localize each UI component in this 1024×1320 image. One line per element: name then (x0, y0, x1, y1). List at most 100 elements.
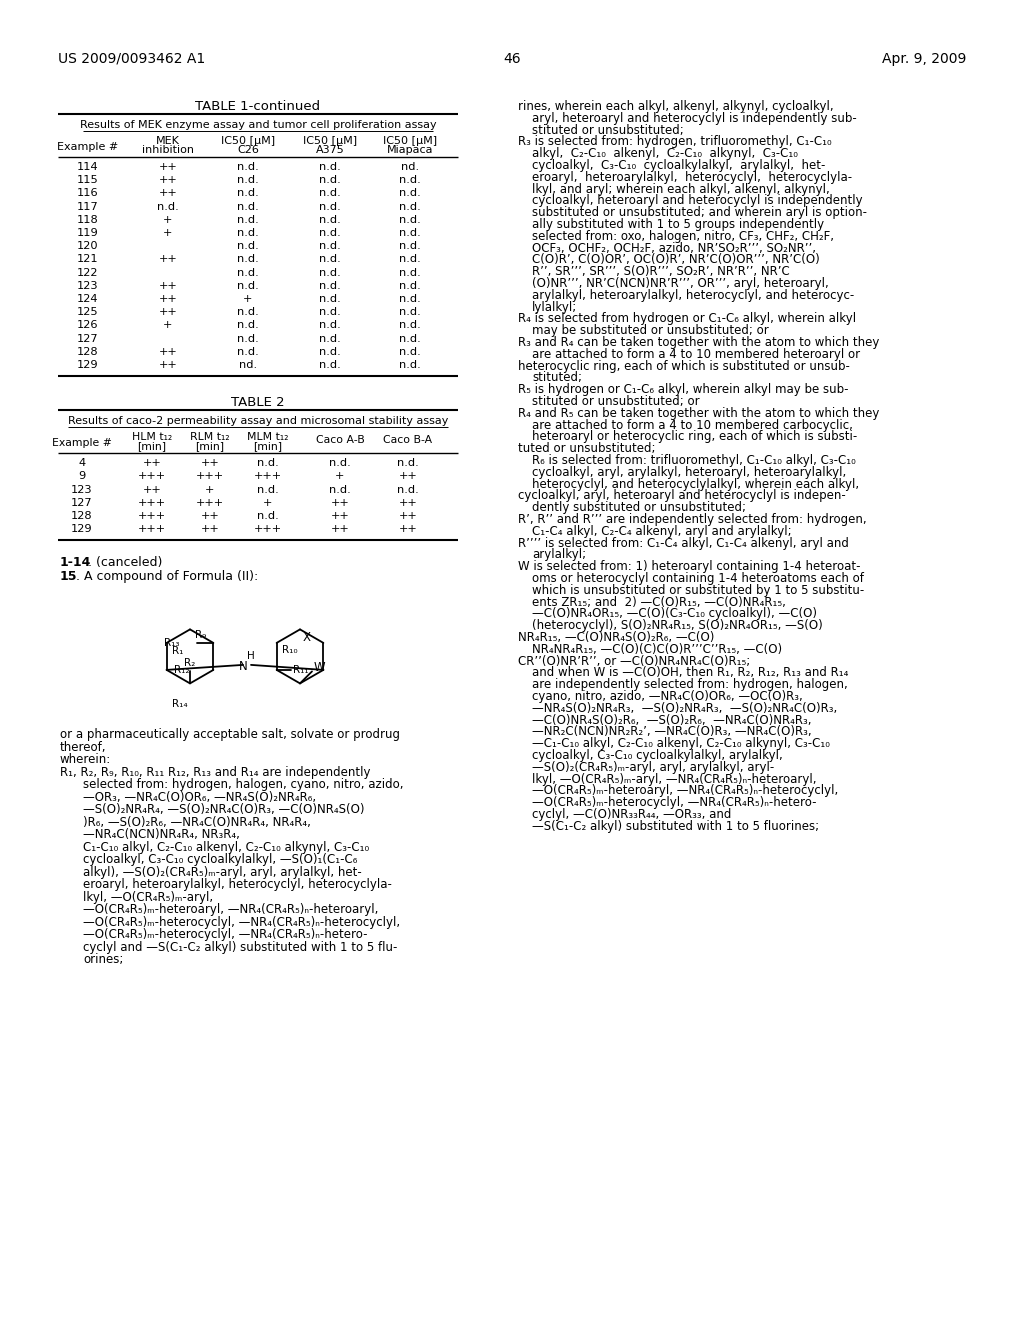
Text: lkyl, —O(CR₄R₅)ₘ-aryl,: lkyl, —O(CR₄R₅)ₘ-aryl, (83, 891, 213, 904)
Text: . (canceled): . (canceled) (88, 557, 163, 569)
Text: —C(O)NR₄OR₁₅, —C(O)(C₃-C₁₀ cycloalkyl), —C(O): —C(O)NR₄OR₁₅, —C(O)(C₃-C₁₀ cycloalkyl), … (532, 607, 817, 620)
Text: n.d.: n.d. (238, 334, 259, 343)
Text: n.d.: n.d. (319, 162, 341, 172)
Text: n.d.: n.d. (238, 189, 259, 198)
Text: ++: ++ (159, 255, 177, 264)
Text: dently substituted or unsubstituted;: dently substituted or unsubstituted; (532, 502, 746, 515)
Text: n.d.: n.d. (238, 228, 259, 238)
Text: n.d.: n.d. (157, 202, 179, 211)
Text: Miapaca: Miapaca (387, 145, 433, 154)
Text: n.d.: n.d. (399, 189, 421, 198)
Text: +++: +++ (196, 498, 224, 508)
Text: —S(O)₂NR₄R₄, —S(O)₂NR₄C(O)R₃, —C(O)NR₄S(O): —S(O)₂NR₄R₄, —S(O)₂NR₄C(O)R₃, —C(O)NR₄S(… (83, 804, 365, 816)
Text: MEK: MEK (156, 136, 180, 147)
Text: —O(CR₄R₅)ₘ-heterocyclyl, —NR₄(CR₄R₅)ₙ-heterocyclyl,: —O(CR₄R₅)ₘ-heterocyclyl, —NR₄(CR₄R₅)ₙ-he… (83, 916, 400, 929)
Text: n.d.: n.d. (329, 484, 351, 495)
Text: cycloalkyl, C₃-C₁₀ cycloalkylalkyl, arylalkyl,: cycloalkyl, C₃-C₁₀ cycloalkylalkyl, aryl… (532, 748, 782, 762)
Text: +: + (163, 215, 173, 224)
Text: n.d.: n.d. (399, 228, 421, 238)
Text: R₅ is hydrogen or C₁-C₆ alkyl, wherein alkyl may be sub-: R₅ is hydrogen or C₁-C₆ alkyl, wherein a… (518, 383, 849, 396)
Text: Example #: Example # (52, 438, 112, 449)
Text: n.d.: n.d. (238, 321, 259, 330)
Text: n.d.: n.d. (257, 511, 279, 521)
Text: n.d.: n.d. (397, 484, 419, 495)
Text: . A compound of Formula (II):: . A compound of Formula (II): (76, 570, 258, 583)
Text: X: X (303, 631, 311, 644)
Text: lkyl, and aryl; wherein each alkyl, alkenyl, alkynyl,: lkyl, and aryl; wherein each alkyl, alke… (532, 182, 829, 195)
Text: —C(O)NR₄S(O)₂R₆,  —S(O)₂R₆,  —NR₄C(O)NR₄R₃,: —C(O)NR₄S(O)₂R₆, —S(O)₂R₆, —NR₄C(O)NR₄R₃… (532, 714, 811, 726)
Text: R₁₀: R₁₀ (282, 645, 297, 655)
Text: n.d.: n.d. (319, 360, 341, 370)
Text: n.d.: n.d. (238, 176, 259, 185)
Text: 129: 129 (72, 524, 93, 535)
Text: n.d.: n.d. (319, 334, 341, 343)
Text: C₁-C₁₀ alkyl, C₂-C₁₀ alkenyl, C₂-C₁₀ alkynyl, C₃-C₁₀: C₁-C₁₀ alkyl, C₂-C₁₀ alkenyl, C₂-C₁₀ alk… (83, 841, 369, 854)
Text: —S(O)₂(CR₄R₅)ₘ-aryl, aryl, arylalkyl, aryl-: —S(O)₂(CR₄R₅)ₘ-aryl, aryl, arylalkyl, ar… (532, 760, 774, 774)
Text: +: + (163, 228, 173, 238)
Text: Caco A-B: Caco A-B (315, 436, 365, 445)
Text: 125: 125 (77, 308, 98, 317)
Text: n.d.: n.d. (319, 347, 341, 356)
Text: selected from: oxo, halogen, nitro, CF₃, CHF₂, CH₂F,: selected from: oxo, halogen, nitro, CF₃,… (532, 230, 834, 243)
Text: 4: 4 (79, 458, 86, 469)
Text: ++: ++ (159, 189, 177, 198)
Text: ++: ++ (159, 347, 177, 356)
Text: 124: 124 (77, 294, 98, 304)
Text: n.d.: n.d. (319, 202, 341, 211)
Text: C26: C26 (238, 145, 259, 154)
Text: 122: 122 (77, 268, 98, 277)
Text: n.d.: n.d. (319, 228, 341, 238)
Text: n.d.: n.d. (399, 360, 421, 370)
Text: +++: +++ (254, 471, 282, 482)
Text: ++: ++ (398, 498, 418, 508)
Text: substituted or unsubstituted; and wherein aryl is option-: substituted or unsubstituted; and wherei… (532, 206, 867, 219)
Text: 123: 123 (72, 484, 93, 495)
Text: are independently selected from: hydrogen, halogen,: are independently selected from: hydroge… (532, 678, 848, 692)
Text: R₃ is selected from: hydrogen, trifluoromethyl, C₁-C₁₀: R₃ is selected from: hydrogen, trifluoro… (518, 136, 831, 148)
Text: ally substituted with 1 to 5 groups independently: ally substituted with 1 to 5 groups inde… (532, 218, 824, 231)
Text: Apr. 9, 2009: Apr. 9, 2009 (882, 51, 966, 66)
Text: IC50 [μM]: IC50 [μM] (221, 136, 275, 147)
Text: CR’’(O)NR’R’’, or —C(O)NR₄NR₄C(O)R₁₅;: CR’’(O)NR’R’’, or —C(O)NR₄NR₄C(O)R₁₅; (518, 655, 751, 668)
Text: n.d.: n.d. (397, 458, 419, 469)
Text: +: + (335, 471, 345, 482)
Text: —S(C₁-C₂ alkyl) substituted with 1 to 5 fluorines;: —S(C₁-C₂ alkyl) substituted with 1 to 5 … (532, 820, 819, 833)
Text: heteroaryl or heterocyclic ring, each of which is substi-: heteroaryl or heterocyclic ring, each of… (532, 430, 857, 444)
Text: ++: ++ (159, 360, 177, 370)
Text: R₁₁: R₁₁ (293, 665, 308, 675)
Text: heterocyclyl, and heterocyclylalkyl, wherein each alkyl,: heterocyclyl, and heterocyclylalkyl, whe… (532, 478, 859, 491)
Text: 1-14: 1-14 (60, 557, 91, 569)
Text: (O)NR’’’, NR’C(NCN)NR’R’’’, OR’’’, aryl, heteroaryl,: (O)NR’’’, NR’C(NCN)NR’R’’’, OR’’’, aryl,… (532, 277, 828, 290)
Text: n.d.: n.d. (399, 334, 421, 343)
Text: ++: ++ (159, 308, 177, 317)
Text: 126: 126 (77, 321, 98, 330)
Text: cyano, nitro, azido, —NR₄C(O)OR₆, —OC(O)R₃,: cyano, nitro, azido, —NR₄C(O)OR₆, —OC(O)… (532, 690, 803, 704)
Text: +++: +++ (254, 524, 282, 535)
Text: n.d.: n.d. (238, 202, 259, 211)
Text: )R₆, —S(O)₂R₆, —NR₄C(O)NR₄R₄, NR₄R₄,: )R₆, —S(O)₂R₆, —NR₄C(O)NR₄R₄, NR₄R₄, (83, 816, 311, 829)
Text: n.d.: n.d. (319, 215, 341, 224)
Text: thereof,: thereof, (60, 741, 106, 754)
Text: +++: +++ (138, 511, 166, 521)
Text: H: H (247, 651, 255, 661)
Text: n.d.: n.d. (319, 255, 341, 264)
Text: n.d.: n.d. (399, 176, 421, 185)
Text: n.d.: n.d. (399, 215, 421, 224)
Text: n.d.: n.d. (257, 484, 279, 495)
Text: C₁-C₄ alkyl, C₂-C₄ alkenyl, aryl and arylalkyl;: C₁-C₄ alkyl, C₂-C₄ alkenyl, aryl and ary… (532, 525, 792, 537)
Text: n.d.: n.d. (399, 347, 421, 356)
Text: +: + (263, 498, 272, 508)
Text: 117: 117 (77, 202, 99, 211)
Text: —O(CR₄R₅)ₘ-heteroaryl, —NR₄(CR₄R₅)ₙ-heterocyclyl,: —O(CR₄R₅)ₘ-heteroaryl, —NR₄(CR₄R₅)ₙ-hete… (532, 784, 839, 797)
Text: stituted;: stituted; (532, 371, 582, 384)
Text: n.d.: n.d. (399, 242, 421, 251)
Text: cyclyl, —C(O)NR₃₃R₄₄, —OR₃₃, and: cyclyl, —C(O)NR₃₃R₄₄, —OR₃₃, and (532, 808, 731, 821)
Text: n.d.: n.d. (319, 308, 341, 317)
Text: TABLE 2: TABLE 2 (231, 396, 285, 409)
Text: eroaryl, heteroarylalkyl, heterocyclyl, heterocyclyla-: eroaryl, heteroarylalkyl, heterocyclyl, … (83, 878, 392, 891)
Text: 116: 116 (77, 189, 98, 198)
Text: ++: ++ (331, 524, 349, 535)
Text: n.d.: n.d. (399, 268, 421, 277)
Text: ++: ++ (398, 524, 418, 535)
Text: stituted or unsubstituted;: stituted or unsubstituted; (532, 124, 684, 136)
